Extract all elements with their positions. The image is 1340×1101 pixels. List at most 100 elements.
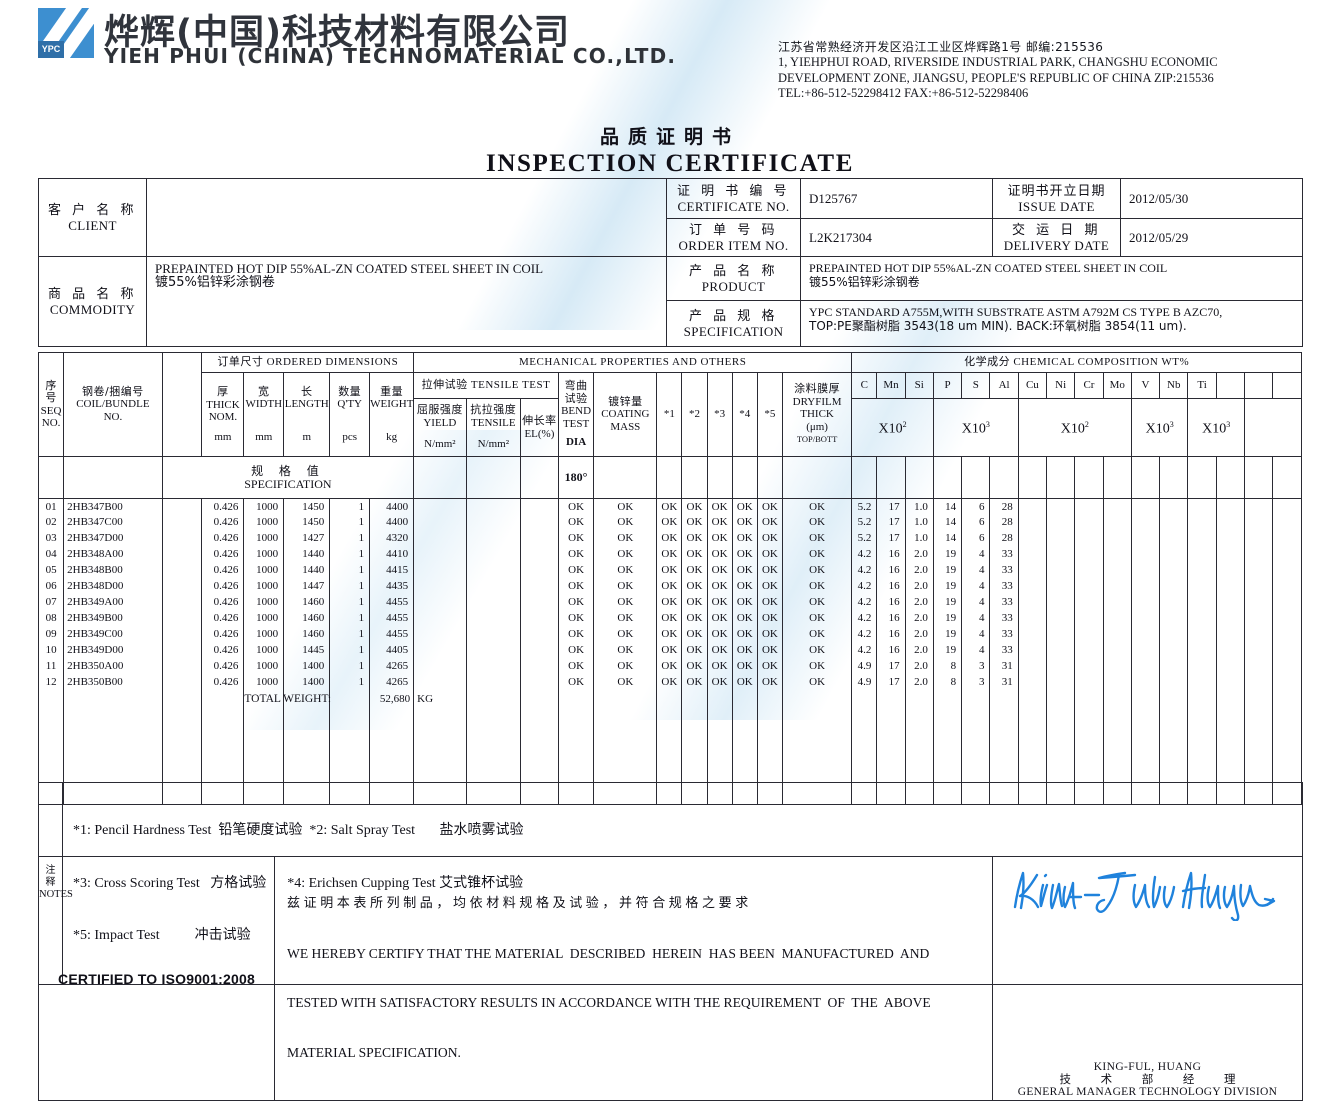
cell-empty [1130, 690, 1161, 709]
cell-chem-empty [1046, 626, 1076, 643]
table-row: 01 2HB347B00 0.426 1000 1450 1 4400 OK OK OK OK OK O… [37, 498, 1302, 515]
cell-star4: OK [731, 562, 758, 579]
cell-chem-C: 4.2 [851, 578, 878, 595]
cell-weight: 4400 [369, 498, 415, 515]
cell-bend-test: OK [557, 610, 595, 627]
spec-chem-S [961, 456, 991, 499]
cell-chem-empty [1215, 594, 1245, 611]
certificate-no-value[interactable]: D125767 [800, 178, 993, 219]
specification-label: 产 品 规 格 SPECIFICATION [666, 300, 801, 347]
cell-empty [1102, 690, 1132, 709]
cell-chem-empty [1074, 626, 1104, 643]
cell-dryfilm: OK [781, 498, 853, 515]
cell-star2: OK [681, 514, 708, 531]
table-row: CERTIFIED TO ISO9001:2008 兹证明本表所列制品，均依材料… [38, 856, 1303, 1101]
cell-coil-no: 2HB349D00 [63, 642, 163, 659]
cell-chem-empty [1046, 578, 1076, 595]
delivery-date-value[interactable]: 2012/05/29 [1120, 218, 1303, 257]
cell-coating-mass: OK [593, 514, 658, 531]
specification-value[interactable]: YPC STANDARD A755M,WITH SUBSTRATE ASTM A… [800, 300, 1303, 347]
cell-star2: OK [681, 562, 708, 579]
client-value[interactable] [146, 178, 667, 257]
cell-yield [413, 626, 467, 643]
spec-chem-Cu [1017, 456, 1048, 499]
cell-spacer [161, 610, 203, 627]
order-item-value[interactable]: L2K217304 [800, 218, 993, 257]
cell-empty [201, 690, 245, 709]
cell-coil-no: 2HB347B00 [63, 498, 163, 515]
product-value[interactable]: PREPAINTED HOT DIP 55%AL-ZN COATED STEEL… [800, 256, 1303, 301]
cell-weight: 4455 [369, 594, 415, 611]
cell-length: 1460 [283, 594, 331, 611]
spec-chem-b3 [1272, 456, 1302, 499]
cell-chem-empty [1017, 658, 1048, 675]
cell-bend-test: OK [557, 498, 595, 515]
cell-elongation [520, 626, 559, 643]
cell-star3: OK [706, 530, 733, 547]
cell-coating-mass: OK [593, 610, 658, 627]
cell-elongation [520, 610, 559, 627]
cell-chem-empty [1130, 530, 1161, 547]
chem-multiplier-6 [1243, 398, 1303, 457]
cell-tensile [465, 562, 522, 579]
cell-qty: 1 [329, 642, 371, 659]
company-logo-icon: YPC [38, 8, 94, 58]
col-star1: *1 [656, 372, 683, 457]
spec-label: 规 格 值 SPECIFICATION [161, 456, 415, 499]
cell-qty: 1 [329, 562, 371, 579]
cell-chem-empty [1159, 658, 1189, 675]
cell-tensile [465, 578, 522, 595]
product-value-cn: 镀55%铝锌彩涂钢卷 [809, 275, 920, 289]
cell-seq: 12 [37, 674, 65, 691]
cell-chem-empty [1017, 562, 1048, 579]
cell-star3: OK [706, 498, 733, 515]
cell-star2: OK [681, 546, 708, 563]
cell-chem-C: 4.9 [851, 674, 878, 691]
cell-chem-C: 5.2 [851, 498, 878, 515]
cell-thickness: 0.426 [201, 546, 245, 563]
cell-chem-empty [1215, 498, 1245, 515]
commodity-value-cn: 镀55%铝锌彩涂钢卷 [155, 275, 275, 290]
cell-chem-empty [1215, 626, 1245, 643]
cell-chem-empty [1159, 626, 1189, 643]
cell-chem-empty [1102, 546, 1132, 563]
cell-chem-empty [1074, 610, 1104, 627]
cell-chem-empty [1187, 594, 1217, 611]
cell-chem-empty [1187, 546, 1217, 563]
cell-weight: 4455 [369, 626, 415, 643]
cell-chem-empty [1215, 546, 1245, 563]
col-star5: *5 [756, 372, 783, 457]
cell-length: 1450 [283, 514, 331, 531]
chem-multiplier-3: X102 [1017, 398, 1132, 457]
table-header-group-row: 序 号 SEQ NO. 钢卷/捆编号 COIL/BUNDLE NO. 订单尺寸 … [37, 352, 1302, 457]
cell-chem-P: 19 [932, 626, 963, 643]
cell-chem-S: 4 [961, 594, 991, 611]
cell-seq: 11 [37, 658, 65, 675]
cell-chem-empty [1215, 674, 1245, 691]
cell-yield [413, 578, 467, 595]
cell-chem-empty [1074, 578, 1104, 595]
cell-chem-empty [1272, 642, 1302, 659]
cell-chem-Mn: 17 [876, 514, 906, 531]
cell-empty [904, 690, 934, 709]
cell-chem-empty [1046, 642, 1076, 659]
cell-chem-P: 19 [932, 642, 963, 659]
chem-col-C: C [851, 372, 878, 399]
chem-col-Cr: Cr [1074, 372, 1104, 399]
page-title-cn: 品质证明书 [599, 126, 740, 148]
commodity-value[interactable]: PREPAINTED HOT DIP 55%AL-ZN COATED STEEL… [146, 256, 667, 347]
cell-elongation [520, 562, 559, 579]
issue-date-value[interactable]: 2012/05/30 [1120, 178, 1303, 219]
cell-tensile [465, 498, 522, 515]
cell-empty [37, 690, 65, 709]
cell-chem-empty [1243, 626, 1274, 643]
cell-chem-Si: 2.0 [904, 674, 934, 691]
cell-length: 1445 [283, 642, 331, 659]
cell-thickness: 0.426 [201, 658, 245, 675]
cell-qty: 1 [329, 514, 371, 531]
cell-weight: 4455 [369, 610, 415, 627]
cell-chem-Mn: 16 [876, 610, 906, 627]
cell-seq: 09 [37, 626, 65, 643]
cell-seq: 01 [37, 498, 65, 515]
cell-chem-empty [1243, 610, 1274, 627]
